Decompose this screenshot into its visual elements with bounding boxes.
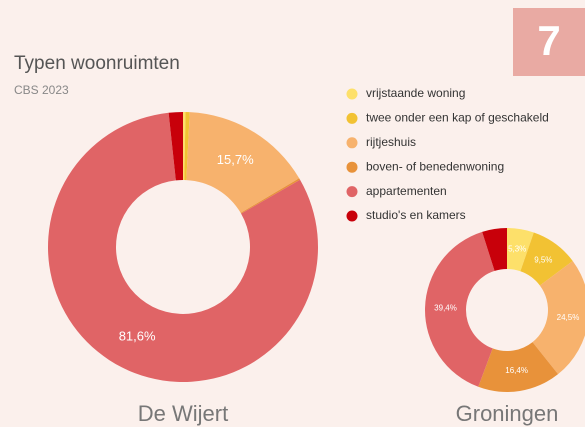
chart-subtitle: CBS 2023 bbox=[14, 83, 69, 97]
chart-title: Typen woonruimten bbox=[14, 53, 180, 74]
donut-slice bbox=[478, 342, 559, 392]
donut-caption: De Wijert bbox=[138, 401, 228, 426]
donut-slice bbox=[184, 112, 190, 181]
legend-label: vrijstaande woning bbox=[366, 86, 465, 100]
legend-swatch bbox=[346, 210, 358, 222]
donut-caption: Groningen bbox=[456, 401, 559, 426]
donut-slice bbox=[47, 112, 318, 383]
badge: 7 bbox=[537, 17, 560, 64]
legend-swatch bbox=[346, 112, 358, 124]
legend-label: boven- of benedenwoning bbox=[366, 159, 504, 173]
donut-slice bbox=[532, 260, 585, 375]
donut-slice bbox=[183, 112, 186, 181]
data-label: 15,7% bbox=[217, 152, 254, 167]
data-label: 24,5% bbox=[557, 313, 580, 322]
legend-swatch bbox=[346, 88, 358, 100]
legend-label: appartementen bbox=[366, 184, 447, 198]
legend-label: rijtjeshuis bbox=[366, 135, 416, 149]
data-label: 39,4% bbox=[434, 304, 457, 313]
legend-swatch bbox=[346, 137, 358, 149]
donut-slice bbox=[520, 232, 573, 286]
donut-slice bbox=[482, 228, 507, 271]
badge-box bbox=[513, 8, 585, 76]
data-label: 16,4% bbox=[505, 366, 528, 375]
donut-slice bbox=[425, 231, 495, 387]
legend-swatch bbox=[346, 186, 358, 198]
donut-slice bbox=[507, 228, 534, 272]
donut-slice bbox=[240, 178, 301, 214]
legend-label: studio's en kamers bbox=[366, 208, 466, 222]
donut-slice bbox=[186, 112, 300, 213]
donut-slice bbox=[168, 112, 183, 181]
data-label: 5,3% bbox=[508, 244, 526, 253]
legend-swatch bbox=[346, 161, 358, 173]
data-label: 9,5% bbox=[534, 255, 552, 264]
legend-label: twee onder een kap of geschakeld bbox=[366, 111, 549, 125]
data-label: 81,6% bbox=[119, 328, 156, 343]
